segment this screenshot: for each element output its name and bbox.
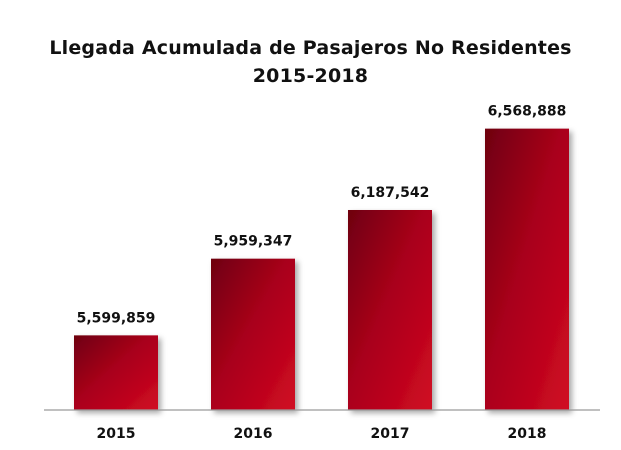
value-label-2016: 5,959,347 [214,234,293,250]
x-tick-label-2015: 2015 [97,426,136,442]
bar-2018 [485,128,569,411]
x-tick-label-2016: 2016 [234,426,273,442]
bar-2015 [74,335,158,410]
bars-group [74,128,569,411]
value-label-2015: 5,599,859 [77,310,156,326]
x-tick-label-2018: 2018 [508,426,547,442]
value-label-2017: 6,187,542 [351,185,430,201]
chart-title-line2: 2015-2018 [252,65,369,87]
chart-title-line1: Llegada Acumulada de Pasajeros No Reside… [49,37,572,59]
bar-2016 [211,258,295,410]
bar-2017 [348,209,432,410]
x-tick-label-2017: 2017 [371,426,410,442]
value-label-2018: 6,568,888 [488,104,567,120]
labels-group: 5,599,859 2015 5,959,347 2016 6,187,542 2017 6… [77,104,567,442]
